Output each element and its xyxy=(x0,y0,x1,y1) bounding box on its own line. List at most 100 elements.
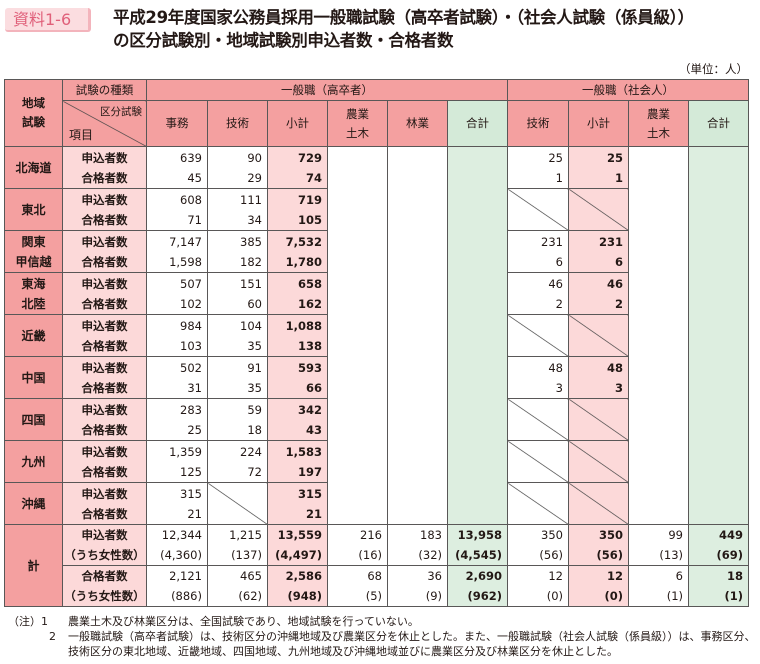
table-row: 関東 甲信越 申込者数 合格者数 7,147 1,598 385 182 7,532 1,780… xyxy=(4,230,749,273)
item-passers: 合格者数 xyxy=(81,464,128,479)
item-passers: 合格者数 xyxy=(81,170,128,185)
table-row: 四国 申込者数 合格者数 283 25 59 18 342 43 xyxy=(4,398,749,441)
total-sub-value: (4,497) xyxy=(275,548,322,562)
item-applicants: 申込者数 xyxy=(81,234,128,249)
value-applicants: 7,532 xyxy=(285,234,322,249)
total-cell: 18 (1) xyxy=(688,565,749,607)
value-passers: 35 xyxy=(247,380,262,395)
koso-cell: 608 71 xyxy=(146,188,208,231)
koso-cell: 342 43 xyxy=(267,398,328,441)
value-applicants: 151 xyxy=(240,276,262,291)
item-applicants: 申込者数 xyxy=(81,150,128,165)
header-item: 項目 xyxy=(69,128,94,142)
value-applicants: 283 xyxy=(180,402,202,417)
value-passers: 43 xyxy=(305,422,322,437)
note-1: （注）1 農業土木及び林業区分は、全国試験であり、地域試験を行っていない。 xyxy=(8,614,760,629)
value-passers: 45 xyxy=(187,170,202,185)
total-value: 6 xyxy=(675,569,683,583)
total-value: 2,690 xyxy=(465,569,502,583)
title-line-2: の区分試験別・地域試験別申込者数・合格者数 xyxy=(113,31,454,50)
page-title: 平成29年度国家公務員採用一般職試験（高卒者試験）・（社会人試験（係員級）） の… xyxy=(113,6,694,52)
value-applicants: 48 xyxy=(606,360,623,375)
value-applicants: 502 xyxy=(180,360,202,375)
merged-blank-koso xyxy=(447,146,508,525)
region-name: 九州 xyxy=(4,440,63,483)
total-value: 12 xyxy=(548,569,563,583)
social-cell: 48 3 xyxy=(507,356,569,399)
value-applicants: 231 xyxy=(541,234,563,249)
item-applicants: 申込者数 xyxy=(81,444,128,459)
total-sub-value: (69) xyxy=(716,548,743,562)
total-cell: 12,344 (4,360) xyxy=(146,524,208,566)
value-applicants: 111 xyxy=(240,192,262,207)
value-applicants: 315 xyxy=(180,486,202,501)
item-labels: 申込者数 合格者数 xyxy=(62,272,147,315)
koso-cell: 729 74 xyxy=(267,146,328,189)
value-passers: 18 xyxy=(247,422,262,437)
value-passers: 1 xyxy=(614,170,623,185)
koso-cell: 1,359 125 xyxy=(146,440,208,483)
total-cell: 449 (69) xyxy=(688,524,749,566)
item-passers: 合格者数 xyxy=(81,422,128,437)
total-label: 計 xyxy=(4,524,63,607)
value-applicants: 719 xyxy=(297,192,322,207)
total-row: 合格者数 （うち女性数） 2,121 (886) 465 (62) 2,586 (948) 68… xyxy=(5,565,749,607)
value-applicants: 59 xyxy=(247,402,262,417)
item-applicants: 申込者数 xyxy=(81,318,128,333)
total-value: 13,958 xyxy=(457,528,502,542)
koso-cell: 283 25 xyxy=(146,398,208,441)
koso-cell: 151 60 xyxy=(207,272,268,315)
value-passers: 162 xyxy=(297,296,322,311)
total-sub-value: (0) xyxy=(546,589,563,603)
value-applicants: 231 xyxy=(598,234,623,249)
social-cell xyxy=(507,482,569,525)
total-cell: 350 (56) xyxy=(507,524,569,566)
total-cell: 465 (62) xyxy=(207,565,268,607)
total-sub-value: (32) xyxy=(418,548,442,562)
note-2: 2 一般職試験（高卒者試験）は、技術区分の沖縄地域及び農業区分を休止とした。また、… xyxy=(8,629,760,659)
value-applicants: 385 xyxy=(240,234,262,249)
merged-blank-social xyxy=(628,146,689,525)
social-cell: 25 1 xyxy=(507,146,569,189)
koso-cell: 59 18 xyxy=(207,398,268,441)
value-applicants: 729 xyxy=(297,150,322,165)
total-value: 12,344 xyxy=(161,528,202,542)
value-passers: 182 xyxy=(240,254,262,269)
item-labels: 申込者数 合格者数 xyxy=(62,146,147,189)
total-value: 1,215 xyxy=(229,528,262,542)
total-value: 12 xyxy=(606,569,623,583)
total-cell: 6 (1) xyxy=(628,565,689,607)
social-cell xyxy=(568,482,629,525)
region-name: 沖縄 xyxy=(4,482,63,525)
header-col-social: 技術 xyxy=(507,100,569,147)
social-cell xyxy=(568,440,629,483)
note-text: 一般職試験（高卒者試験）は、技術区分の沖縄地域及び農業区分を休止とした。また、一… xyxy=(68,630,756,658)
social-cell xyxy=(568,188,629,231)
total-cell: 68 (5) xyxy=(327,565,388,607)
koso-cell: 315 21 xyxy=(267,482,328,525)
social-cell: 46 2 xyxy=(568,272,629,315)
item-labels: 申込者数 合格者数 xyxy=(62,230,147,273)
header-group-koso: 一般職（高卒者） xyxy=(146,79,508,101)
item-passers: 合格者数 xyxy=(81,338,128,353)
koso-cell: 91 35 xyxy=(207,356,268,399)
value-passers: 31 xyxy=(187,380,202,395)
total-item-label: 合格者数 xyxy=(81,569,128,583)
value-passers: 66 xyxy=(305,380,322,395)
value-applicants: 90 xyxy=(247,150,262,165)
item-passers: 合格者数 xyxy=(81,254,128,269)
koso-cell: 315 21 xyxy=(146,482,208,525)
note-key: （注）1 xyxy=(8,615,48,628)
value-applicants: 46 xyxy=(548,276,563,291)
value-passers: 25 xyxy=(187,422,202,437)
header-col-koso: 技術 xyxy=(207,100,268,147)
total-sub-value: (886) xyxy=(171,589,202,603)
value-passers: 35 xyxy=(247,338,262,353)
koso-cell: 984 103 xyxy=(146,314,208,357)
value-passers: 2 xyxy=(555,296,563,311)
social-cell xyxy=(568,398,629,441)
header-kubun: 区分試験 xyxy=(100,106,142,118)
total-cell: 2,690 (962) xyxy=(447,565,508,607)
total-value: 216 xyxy=(360,528,382,542)
total-value: 36 xyxy=(427,569,442,583)
